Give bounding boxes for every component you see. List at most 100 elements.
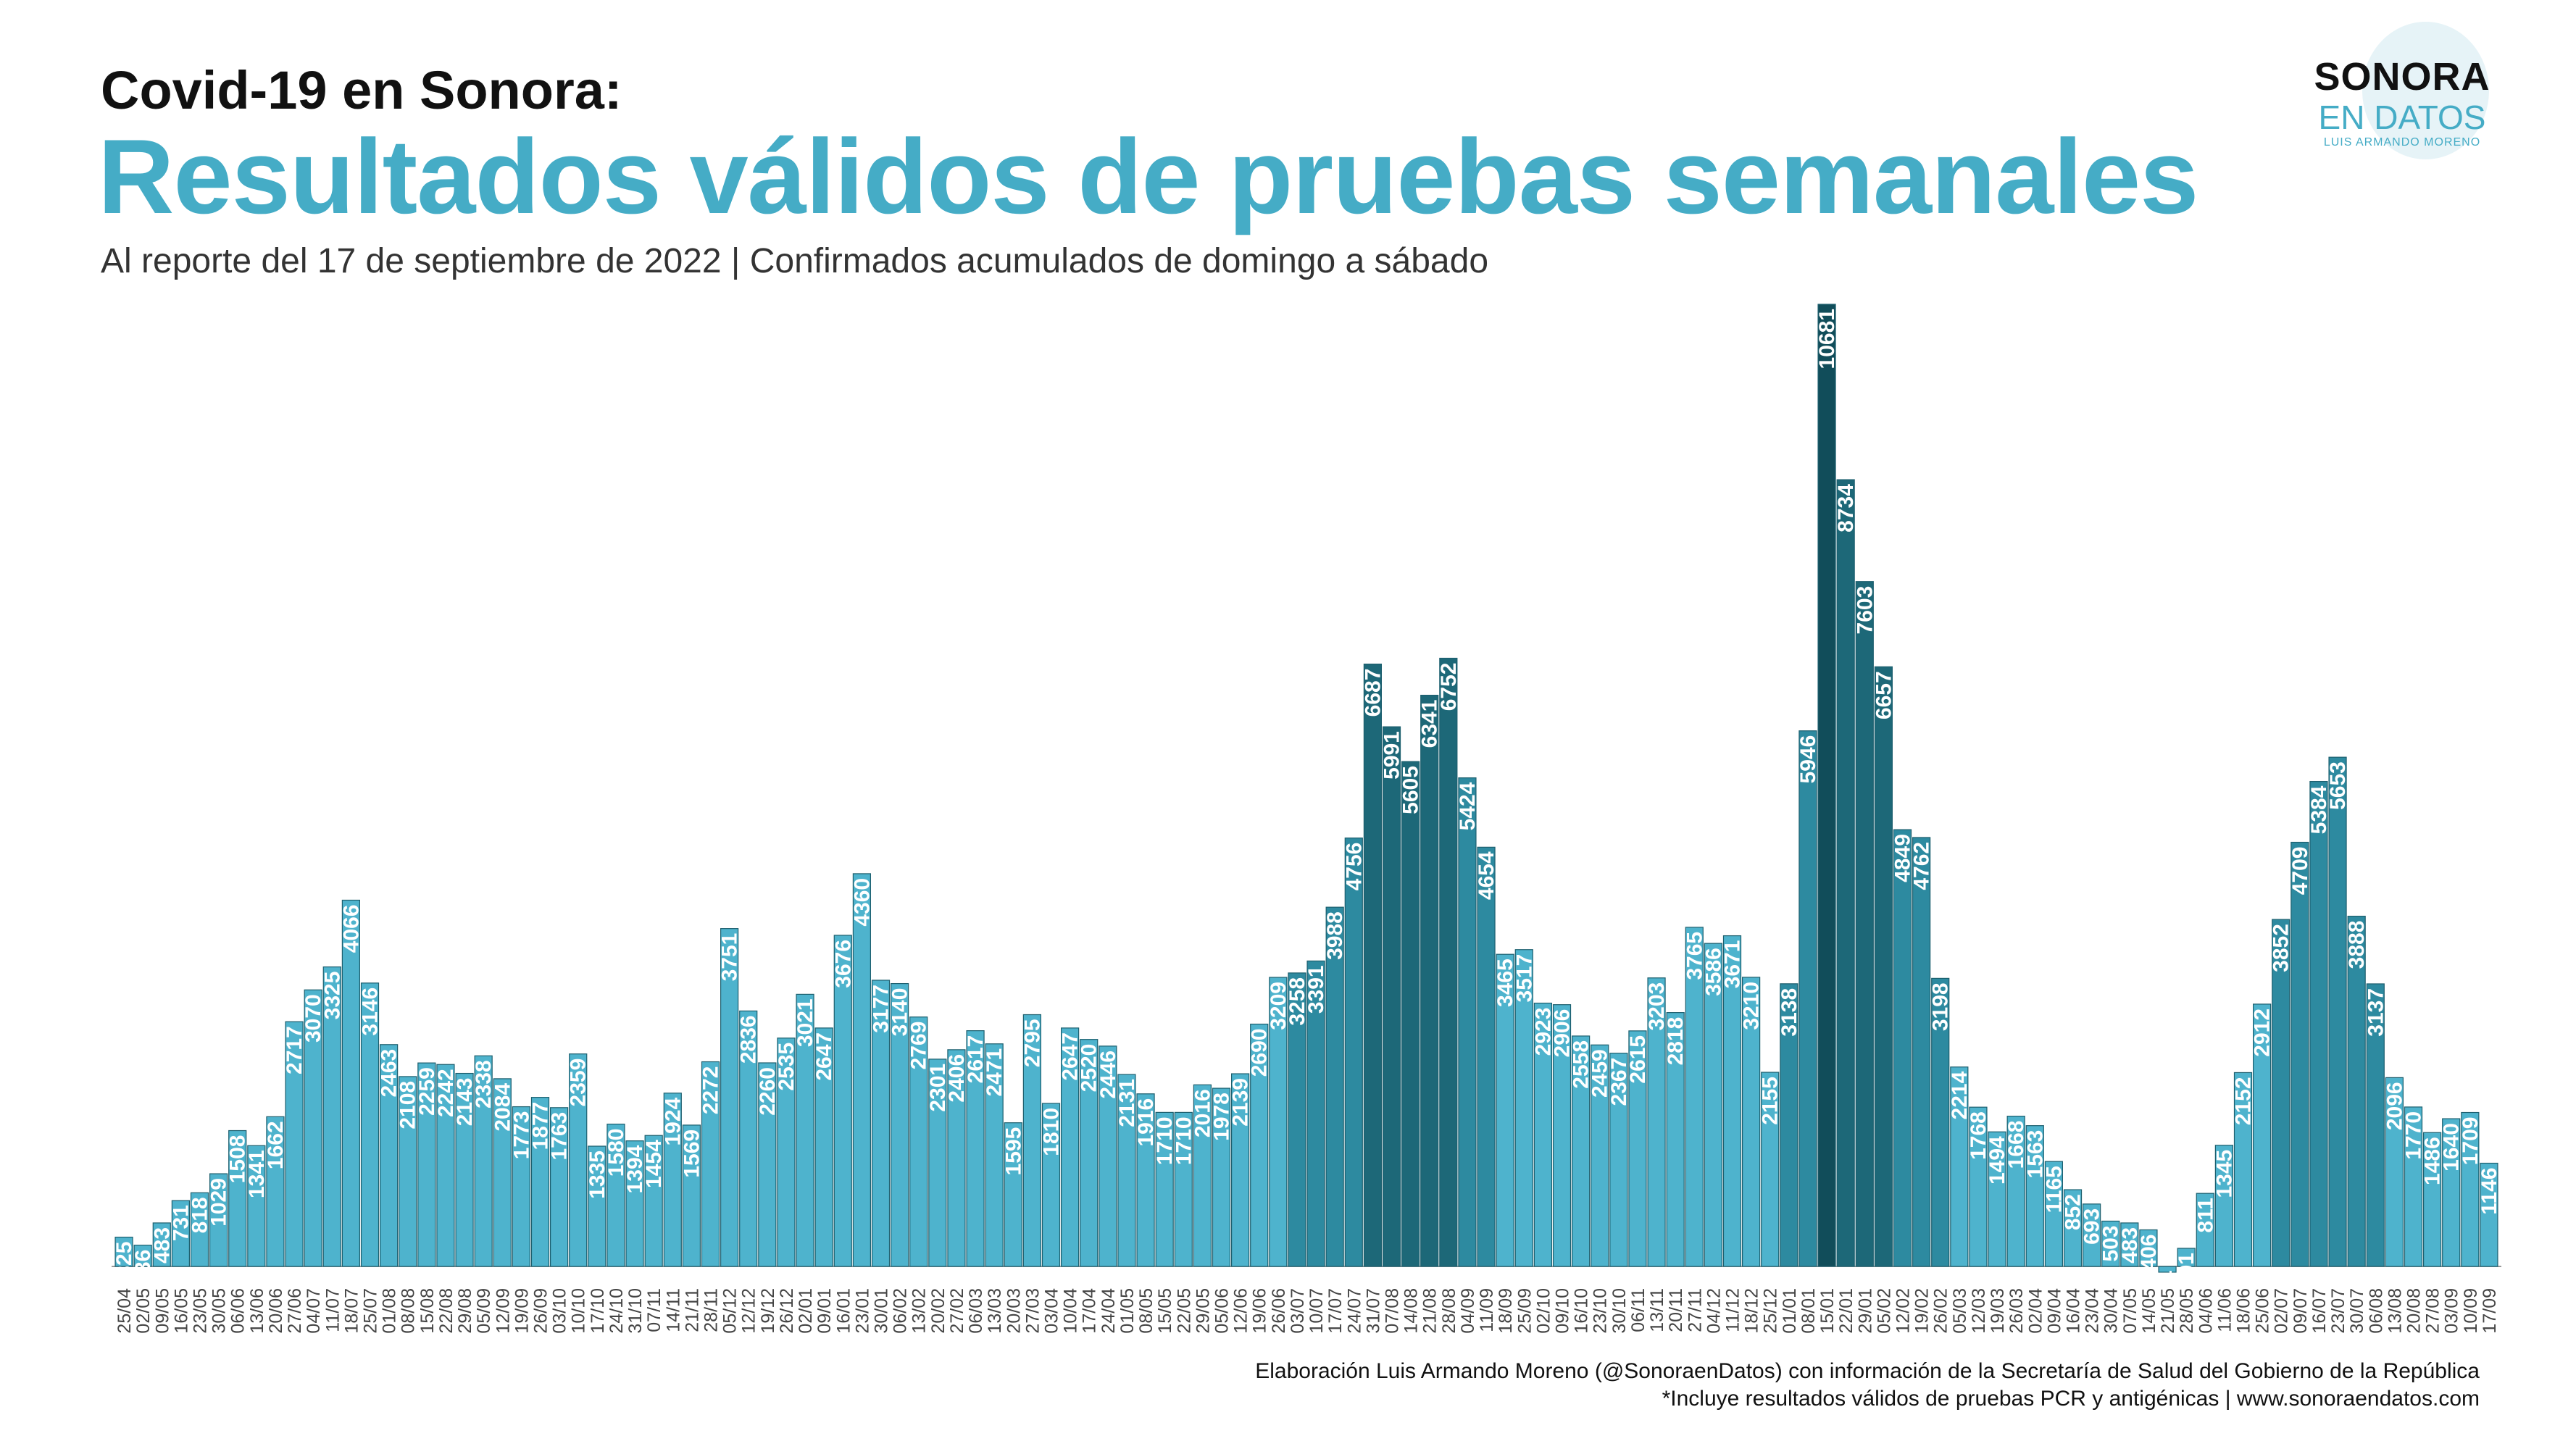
bar-value-label: 2923 bbox=[1531, 1008, 1555, 1056]
bar bbox=[890, 982, 909, 1267]
x-tick-label: 16/10 bbox=[1572, 1288, 1592, 1334]
bar bbox=[530, 1097, 550, 1267]
bar-value-label: 1763 bbox=[548, 1112, 572, 1161]
bar-value-label: 3517 bbox=[1512, 954, 1536, 1003]
bar-value-label: 2143 bbox=[453, 1078, 477, 1127]
x-tick-label: 02/07 bbox=[2272, 1288, 2292, 1334]
x-tick-label: 06/08 bbox=[2366, 1288, 2386, 1334]
x-tick-label: 20/06 bbox=[266, 1288, 286, 1334]
x-tick-label: 17/07 bbox=[1325, 1288, 1346, 1334]
bar bbox=[2083, 1203, 2101, 1267]
x-tick-label: 23/01 bbox=[852, 1288, 872, 1334]
bar bbox=[304, 989, 322, 1267]
x-tick-label: 18/06 bbox=[2234, 1288, 2254, 1334]
x-tick-label: 06/06 bbox=[228, 1288, 249, 1334]
x-tick-label: 28/11 bbox=[701, 1288, 722, 1332]
bar-value-label: 3888 bbox=[2345, 921, 2369, 969]
x-tick-label: 30/05 bbox=[209, 1288, 230, 1334]
bar-value-label: 2647 bbox=[812, 1032, 836, 1081]
note-text: *Incluye resultados válidos de pruebas P… bbox=[1662, 1387, 2480, 1411]
x-tick-label: 15/01 bbox=[1817, 1288, 1838, 1334]
x-tick-label: 03/07 bbox=[1288, 1288, 1308, 1334]
x-tick-label: 19/02 bbox=[1912, 1288, 1933, 1334]
bar bbox=[1552, 1004, 1572, 1267]
bar-value-label: 2535 bbox=[775, 1043, 799, 1091]
bar-value-label: 2084 bbox=[491, 1083, 514, 1132]
x-tick-label: 03/04 bbox=[1042, 1288, 1062, 1334]
x-tick-label: 14/05 bbox=[2139, 1288, 2159, 1334]
x-tick-label: 13/02 bbox=[909, 1288, 930, 1334]
bar bbox=[1401, 761, 1420, 1267]
bar-value-label: 818 bbox=[188, 1197, 212, 1233]
bar-value-label: 1668 bbox=[2004, 1121, 2028, 1169]
bar-value-label: 1580 bbox=[604, 1129, 628, 1177]
bar bbox=[1136, 1093, 1155, 1267]
x-tick-label: 14/08 bbox=[1401, 1288, 1422, 1334]
logo-sub-text: EN DATOS bbox=[2318, 99, 2486, 136]
bar-value-label: 1640 bbox=[2440, 1123, 2464, 1172]
x-tick-label: 13/11 bbox=[1647, 1288, 1667, 1332]
bar-value-label: 2214 bbox=[1948, 1071, 1972, 1119]
bar bbox=[739, 1010, 758, 1267]
bar-value-label: 1494 bbox=[1985, 1136, 2009, 1185]
bar-value-label: 3751 bbox=[718, 933, 742, 982]
bar bbox=[1893, 829, 1912, 1267]
bar-value-label: 3070 bbox=[301, 994, 325, 1043]
bar-value-label: 2690 bbox=[1248, 1029, 1272, 1077]
bar-value-label: 2617 bbox=[964, 1035, 988, 1084]
x-tick-label: 25/12 bbox=[1761, 1288, 1781, 1334]
x-tick-label: 12/09 bbox=[493, 1288, 513, 1334]
bar-value-label: 2906 bbox=[1551, 1009, 1575, 1058]
bar bbox=[455, 1072, 474, 1267]
bar-value-label: 5946 bbox=[1796, 735, 1820, 784]
bar bbox=[2366, 983, 2385, 1267]
x-tick-label: 23/10 bbox=[1591, 1288, 1611, 1334]
bar bbox=[1931, 977, 1950, 1267]
bar bbox=[2253, 1003, 2272, 1267]
bar bbox=[2291, 841, 2309, 1267]
x-tick-label: 09/10 bbox=[1553, 1288, 1573, 1334]
x-tick-label: 13/03 bbox=[985, 1288, 1005, 1334]
bar-value-label: 5653 bbox=[2326, 761, 2350, 810]
bar-value-label: 8734 bbox=[1834, 484, 1858, 533]
x-tick-label: 30/01 bbox=[872, 1288, 892, 1334]
bar bbox=[1193, 1084, 1212, 1267]
bar-value-label: 7603 bbox=[1853, 586, 1877, 635]
bar bbox=[985, 1043, 1004, 1267]
bar-value-label: 2338 bbox=[472, 1060, 496, 1108]
bar bbox=[512, 1106, 531, 1267]
bar-value-label: 2769 bbox=[907, 1022, 931, 1070]
bar bbox=[549, 1107, 569, 1267]
x-tick-label: 05/02 bbox=[1874, 1288, 1894, 1334]
bar-value-label: 5991 bbox=[1380, 731, 1404, 780]
x-tick-label: 22/05 bbox=[1174, 1288, 1194, 1334]
bar bbox=[1591, 1044, 1609, 1267]
x-tick-label: 02/05 bbox=[133, 1288, 154, 1334]
bar bbox=[796, 993, 814, 1267]
bar-value-label: 2131 bbox=[1115, 1079, 1139, 1127]
bar-value-label: 2359 bbox=[567, 1058, 591, 1107]
logo-circle-decoration bbox=[2362, 22, 2489, 159]
x-tick-label: 16/05 bbox=[171, 1288, 191, 1334]
x-tick-label: 10/09 bbox=[2461, 1288, 2481, 1334]
bar-value-label: 1768 bbox=[1967, 1111, 1991, 1160]
x-tick-label: 04/06 bbox=[2196, 1288, 2216, 1334]
bar bbox=[1477, 846, 1496, 1267]
bar-value-label: 2367 bbox=[1607, 1058, 1631, 1106]
x-tick-label: 17/10 bbox=[588, 1288, 608, 1334]
bar bbox=[2328, 756, 2347, 1267]
x-tick-label: 19/12 bbox=[758, 1288, 778, 1334]
x-tick-label: 08/08 bbox=[399, 1288, 419, 1334]
bar bbox=[1533, 1002, 1552, 1267]
x-tick-label: 24/04 bbox=[1099, 1288, 1119, 1334]
bar bbox=[588, 1145, 607, 1267]
bar bbox=[625, 1140, 644, 1267]
x-tick-label: 20/03 bbox=[1004, 1288, 1024, 1334]
bar-value-label: 1569 bbox=[680, 1129, 704, 1178]
bar-value-label: 4762 bbox=[1910, 842, 1934, 890]
sonora-en-datos-logo: SONORA EN DATOS LUIS ARMANDO MORENO bbox=[2312, 14, 2493, 167]
x-tick-label: 12/06 bbox=[1231, 1288, 1251, 1334]
bar bbox=[1022, 1014, 1042, 1267]
bar bbox=[1836, 479, 1855, 1267]
x-tick-label: 14/11 bbox=[663, 1288, 683, 1332]
